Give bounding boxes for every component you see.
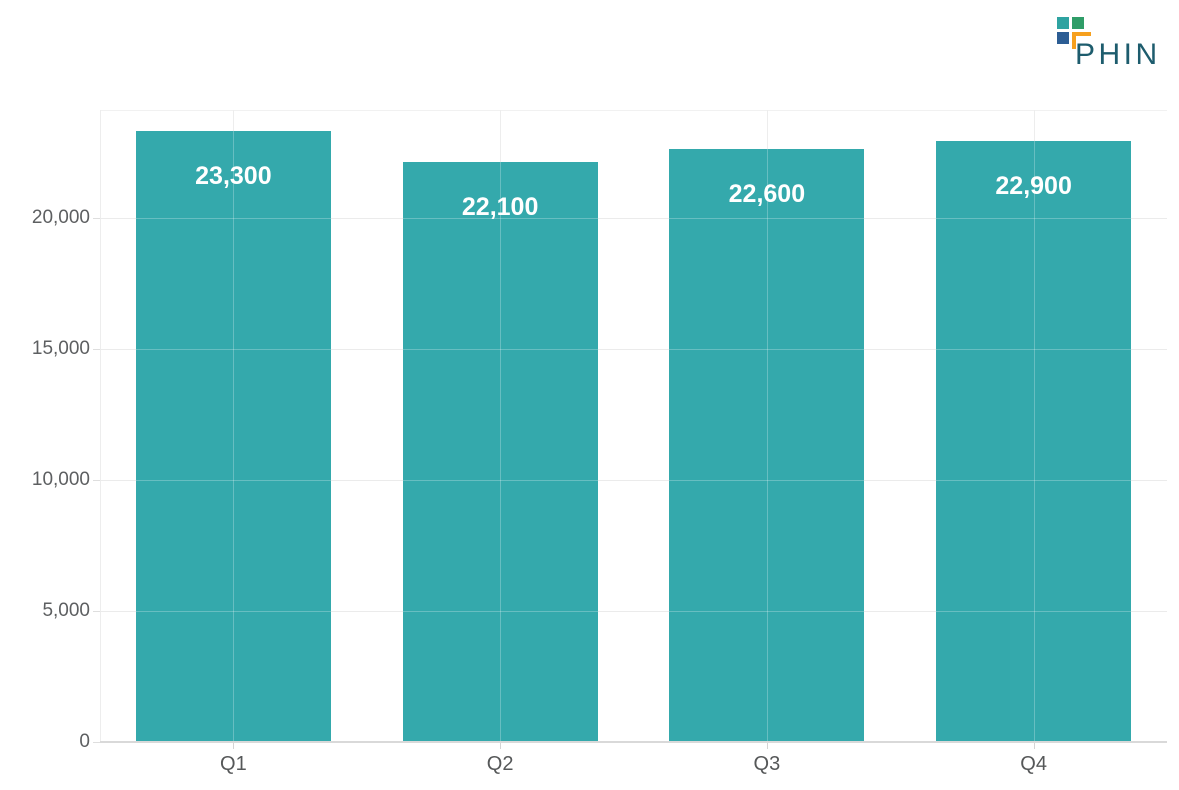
y-tick-mark <box>93 348 100 350</box>
bar-gridline-overlay <box>135 217 331 219</box>
x-tick-label: Q2 <box>486 753 514 775</box>
y-tick-mark <box>93 479 100 481</box>
bar-q2[interactable]: 22,100 <box>402 162 598 742</box>
phin-logo: PHIN <box>1056 16 1170 76</box>
bar-gridline-overlay <box>500 162 502 742</box>
gridline-y-15000 <box>100 348 1167 350</box>
gridline-y-5000 <box>100 610 1167 612</box>
bar-gridline-overlay <box>135 479 331 481</box>
bar-q1[interactable]: 23,300 <box>135 130 331 742</box>
y-tick-label: 10,000 <box>31 468 90 490</box>
logo-corner-orange-icon <box>1072 32 1091 49</box>
x-tick-mark <box>766 743 768 749</box>
x-tick-mark <box>233 743 235 749</box>
bar-gridline-overlay <box>936 217 1132 219</box>
bar-gridline-overlay <box>669 610 865 612</box>
bar-gridline-overlay <box>135 610 331 612</box>
bar-value-label: 22,900 <box>995 172 1072 201</box>
x-tick-label: Q1 <box>220 753 247 775</box>
bar-gridline-overlay <box>233 130 235 742</box>
bar-chart: 23,300 22,100 22,600 22,900 <box>100 110 1167 742</box>
bar-gridline-overlay <box>1033 141 1035 742</box>
y-tick-label: 20,000 <box>31 206 90 228</box>
y-tick-mark <box>93 217 100 219</box>
x-axis-line <box>100 741 1167 743</box>
y-axis: 0 5,000 10,000 15,000 20,000 <box>0 110 90 752</box>
bar-gridline-overlay <box>669 479 865 481</box>
bar-gridline-overlay <box>402 217 598 219</box>
bar-gridline-overlay <box>766 149 768 742</box>
y-tick-mark <box>93 610 100 612</box>
bar-gridline-overlay <box>135 348 331 350</box>
logo-square-blue-icon <box>1057 32 1069 44</box>
logo-text: PHIN <box>1075 38 1161 71</box>
plot-top-border <box>100 110 1167 111</box>
bar-value-label: 22,100 <box>461 193 539 222</box>
bar-gridline-overlay <box>402 348 598 350</box>
bar-value-label: 23,300 <box>195 161 272 190</box>
logo-square-green-icon <box>1072 17 1084 29</box>
y-tick-label: 5,000 <box>42 599 90 621</box>
gridline-y-20000 <box>100 217 1167 219</box>
bar-q4[interactable]: 22,900 <box>936 141 1132 742</box>
x-tick-label: Q4 <box>1020 753 1047 775</box>
bar-gridline-overlay <box>669 348 865 350</box>
bar-gridline-overlay <box>669 217 865 219</box>
bar-value-label: 22,600 <box>728 180 806 209</box>
x-tick-mark <box>500 743 502 749</box>
bar-gridline-overlay <box>936 610 1132 612</box>
y-tick-label: 15,000 <box>31 337 90 359</box>
bar-gridline-overlay <box>402 479 598 481</box>
x-tick-mark <box>1033 743 1035 749</box>
y-tick-mark <box>93 742 100 743</box>
bar-gridline-overlay <box>402 610 598 612</box>
bar-gridline-overlay <box>936 348 1132 350</box>
y-axis-line <box>100 110 101 742</box>
bar-gridline-overlay <box>936 479 1132 481</box>
x-tick-label: Q3 <box>753 753 781 775</box>
bar-q3[interactable]: 22,600 <box>669 149 865 742</box>
logo-square-teal-icon <box>1057 17 1069 29</box>
y-tick-label: 0 <box>79 731 90 752</box>
gridline-y-10000 <box>100 479 1167 481</box>
